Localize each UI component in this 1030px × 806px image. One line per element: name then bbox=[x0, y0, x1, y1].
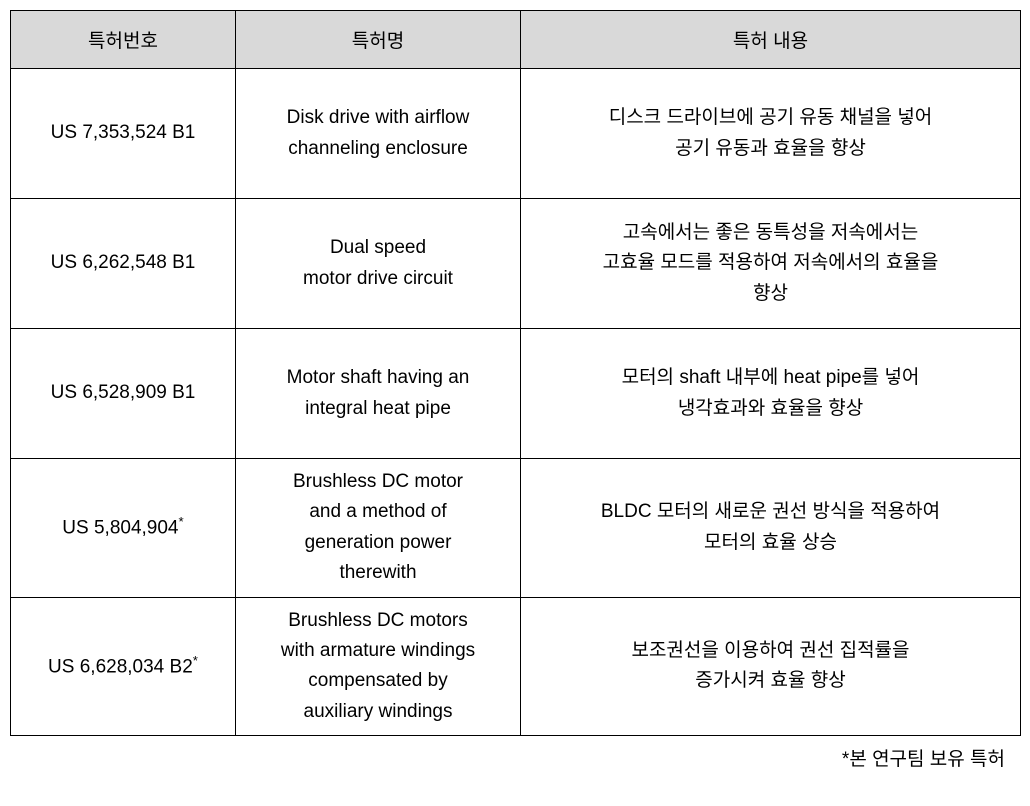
cell-patent-content: 고속에서는 좋은 동특성을 저속에서는고효율 모드를 적용하여 저속에서의 효율… bbox=[521, 199, 1021, 329]
table-row: US 6,628,034 B2*Brushless DC motorswith … bbox=[11, 597, 1021, 736]
cell-patent-number: US 6,628,034 B2* bbox=[11, 597, 236, 736]
cell-patent-title: Disk drive with airflowchanneling enclos… bbox=[236, 69, 521, 199]
footnote: *본 연구팀 보유 특허 bbox=[10, 744, 1020, 771]
header-patent-content: 특허 내용 bbox=[521, 11, 1021, 69]
table-row: US 7,353,524 B1Disk drive with airflowch… bbox=[11, 69, 1021, 199]
table-row: US 6,528,909 B1Motor shaft having aninte… bbox=[11, 329, 1021, 459]
table-header-row: 특허번호 특허명 특허 내용 bbox=[11, 11, 1021, 69]
cell-patent-content: 보조권선을 이용하여 권선 집적률을증가시켜 효율 향상 bbox=[521, 597, 1021, 736]
table-row: US 5,804,904*Brushless DC motorand a met… bbox=[11, 459, 1021, 598]
cell-patent-number: US 6,262,548 B1 bbox=[11, 199, 236, 329]
header-patent-number: 특허번호 bbox=[11, 11, 236, 69]
table-row: US 6,262,548 B1Dual speedmotor drive cir… bbox=[11, 199, 1021, 329]
cell-patent-content: BLDC 모터의 새로운 권선 방식을 적용하여모터의 효율 상승 bbox=[521, 459, 1021, 598]
cell-patent-content: 모터의 shaft 내부에 heat pipe를 넣어냉각효과와 효율을 향상 bbox=[521, 329, 1021, 459]
table-body: US 7,353,524 B1Disk drive with airflowch… bbox=[11, 69, 1021, 736]
cell-patent-number: US 5,804,904* bbox=[11, 459, 236, 598]
cell-patent-title: Dual speedmotor drive circuit bbox=[236, 199, 521, 329]
cell-patent-title: Brushless DC motorswith armature winding… bbox=[236, 597, 521, 736]
cell-patent-title: Brushless DC motorand a method ofgenerat… bbox=[236, 459, 521, 598]
cell-patent-number: US 7,353,524 B1 bbox=[11, 69, 236, 199]
cell-patent-content: 디스크 드라이브에 공기 유동 채널을 넣어공기 유동과 효율을 향상 bbox=[521, 69, 1021, 199]
cell-patent-number: US 6,528,909 B1 bbox=[11, 329, 236, 459]
header-patent-title: 특허명 bbox=[236, 11, 521, 69]
cell-patent-title: Motor shaft having anintegral heat pipe bbox=[236, 329, 521, 459]
patent-table: 특허번호 특허명 특허 내용 US 7,353,524 B1Disk drive… bbox=[10, 10, 1021, 736]
